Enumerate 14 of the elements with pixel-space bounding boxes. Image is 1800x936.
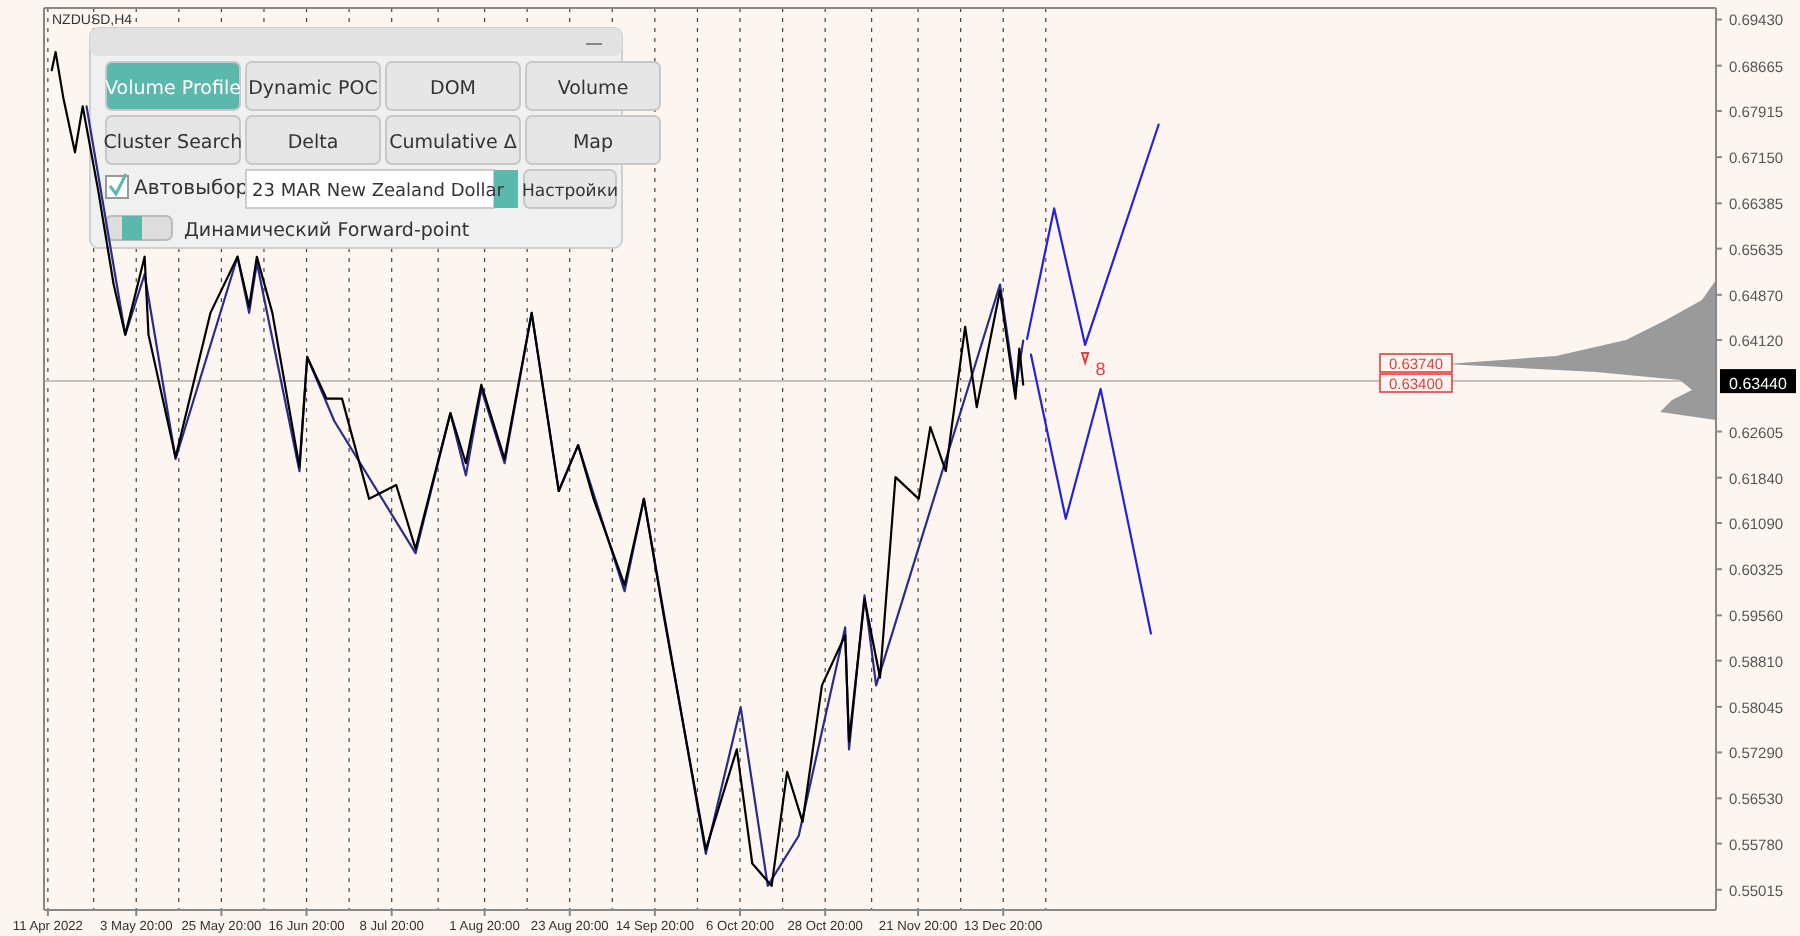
annotation: Cumulative Δ: [389, 132, 518, 154]
annotation: Volume: [557, 78, 629, 100]
annotation: Динамический Forward-point: [184, 220, 470, 242]
annotation: Автовыбор: [134, 178, 249, 200]
annotation: Dynamic POC: [248, 78, 379, 100]
ref-line-label: 0.63440: [1729, 375, 1789, 394]
annotation: Delta: [287, 132, 339, 154]
annotation: Cluster Search: [103, 132, 243, 154]
line-series: [1029, 353, 1153, 635]
annotation: 8: [1095, 358, 1106, 379]
annotation: DOM: [430, 78, 476, 100]
annotation: Настройки: [521, 182, 619, 202]
line-series: [1025, 123, 1160, 346]
annotation: Map: [572, 132, 614, 154]
